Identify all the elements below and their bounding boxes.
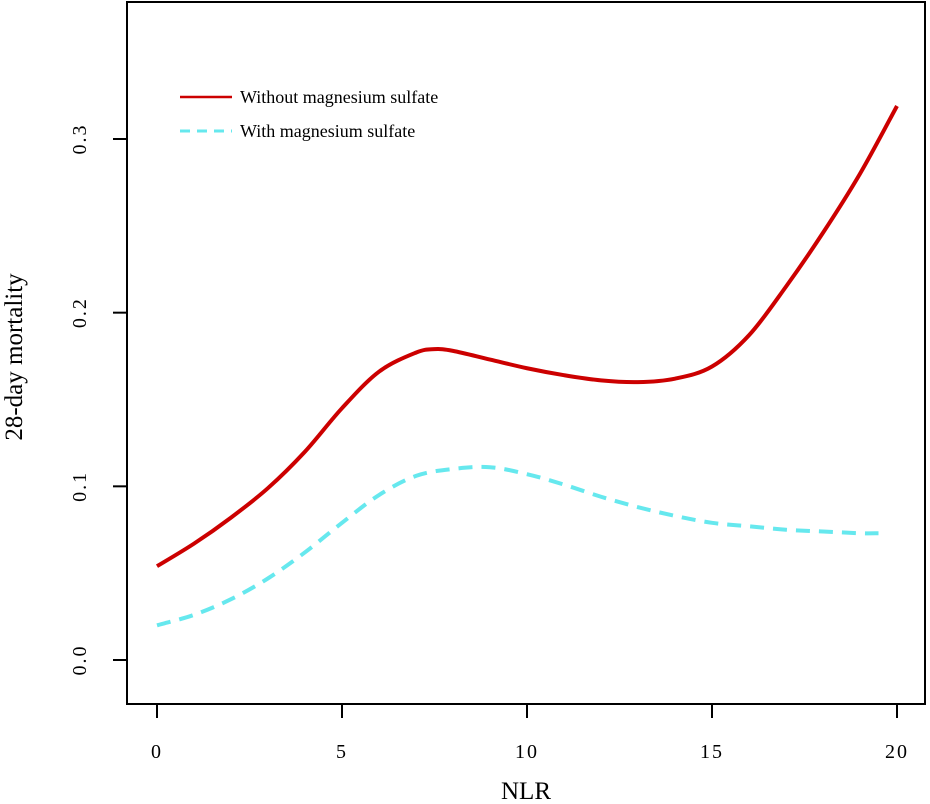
x-axis-title: NLR (501, 778, 551, 804)
y-axis-title: 28-day mortality (1, 273, 28, 441)
legend-label-1: Without magnesium sulfate (240, 87, 438, 107)
x-tick-label: 5 (336, 741, 348, 763)
series-line-1 (155, 105, 899, 568)
y-tick-label: 0.0 (69, 645, 91, 676)
y-tick-label: 0.3 (69, 124, 91, 155)
legend-label-2: With magnesium sulfate (240, 121, 415, 141)
x-axis: 0 5 10 15 20 (151, 703, 909, 763)
y-tick-label: 0.1 (69, 471, 91, 502)
plot-frame (126, 1, 926, 705)
legend: Without magnesium sulfate With magnesium … (180, 87, 438, 141)
x-tick-label: 10 (515, 741, 539, 763)
series-line-2 (156, 464, 879, 628)
x-tick-label: 0 (151, 741, 163, 763)
y-axis: 0.0 0.1 0.2 0.3 (69, 124, 128, 676)
series-lines (155, 105, 899, 628)
x-tick-label: 15 (700, 741, 724, 763)
y-tick-label: 0.2 (69, 297, 91, 328)
x-tick-label: 20 (885, 741, 909, 763)
